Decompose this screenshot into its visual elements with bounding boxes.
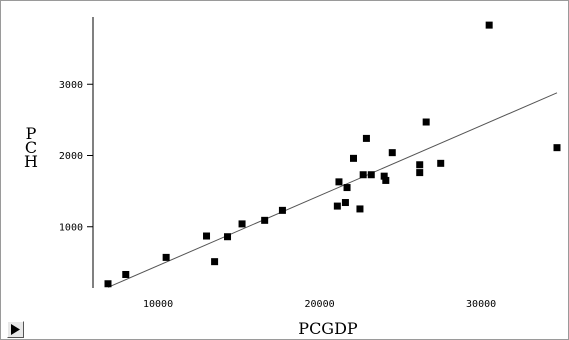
- points-layer: [104, 21, 561, 288]
- y-ticks: 1000 2000 3000: [59, 80, 93, 233]
- x-axis-title: PCGDP: [298, 319, 358, 338]
- data-point: [422, 118, 430, 126]
- data-point: [388, 149, 396, 157]
- play-button[interactable]: [7, 321, 24, 338]
- data-point: [416, 161, 424, 169]
- data-point: [211, 258, 219, 266]
- data-point: [238, 220, 246, 228]
- data-point: [261, 216, 269, 224]
- data-point: [380, 172, 388, 180]
- data-point: [162, 253, 170, 261]
- data-point: [333, 202, 341, 210]
- y-tick-label: 3000: [59, 80, 83, 91]
- x-tick-label: 20000: [305, 299, 335, 310]
- data-point: [359, 171, 367, 179]
- data-point: [437, 159, 445, 167]
- data-point: [122, 270, 130, 278]
- data-point: [382, 176, 390, 184]
- data-point: [278, 206, 286, 214]
- play-triangle-icon: [11, 324, 20, 335]
- data-point: [224, 233, 232, 241]
- regression-line: [107, 92, 558, 288]
- y-tick-label: 2000: [59, 151, 83, 162]
- data-point: [416, 169, 424, 177]
- fit-layer: [107, 92, 558, 288]
- data-point: [349, 154, 357, 162]
- data-point: [485, 21, 493, 29]
- data-point: [335, 178, 343, 186]
- data-point: [362, 134, 370, 142]
- x-tick-label: 10000: [143, 299, 173, 310]
- x-ticks: 10000 20000 30000: [143, 299, 496, 310]
- data-point: [367, 171, 375, 179]
- data-point: [343, 184, 351, 192]
- data-point: [553, 144, 561, 152]
- data-point: [356, 205, 364, 213]
- data-point: [203, 232, 211, 240]
- data-point: [341, 199, 349, 207]
- x-tick-label: 30000: [466, 299, 496, 310]
- y-tick-label: 1000: [59, 222, 83, 233]
- data-point: [104, 280, 112, 288]
